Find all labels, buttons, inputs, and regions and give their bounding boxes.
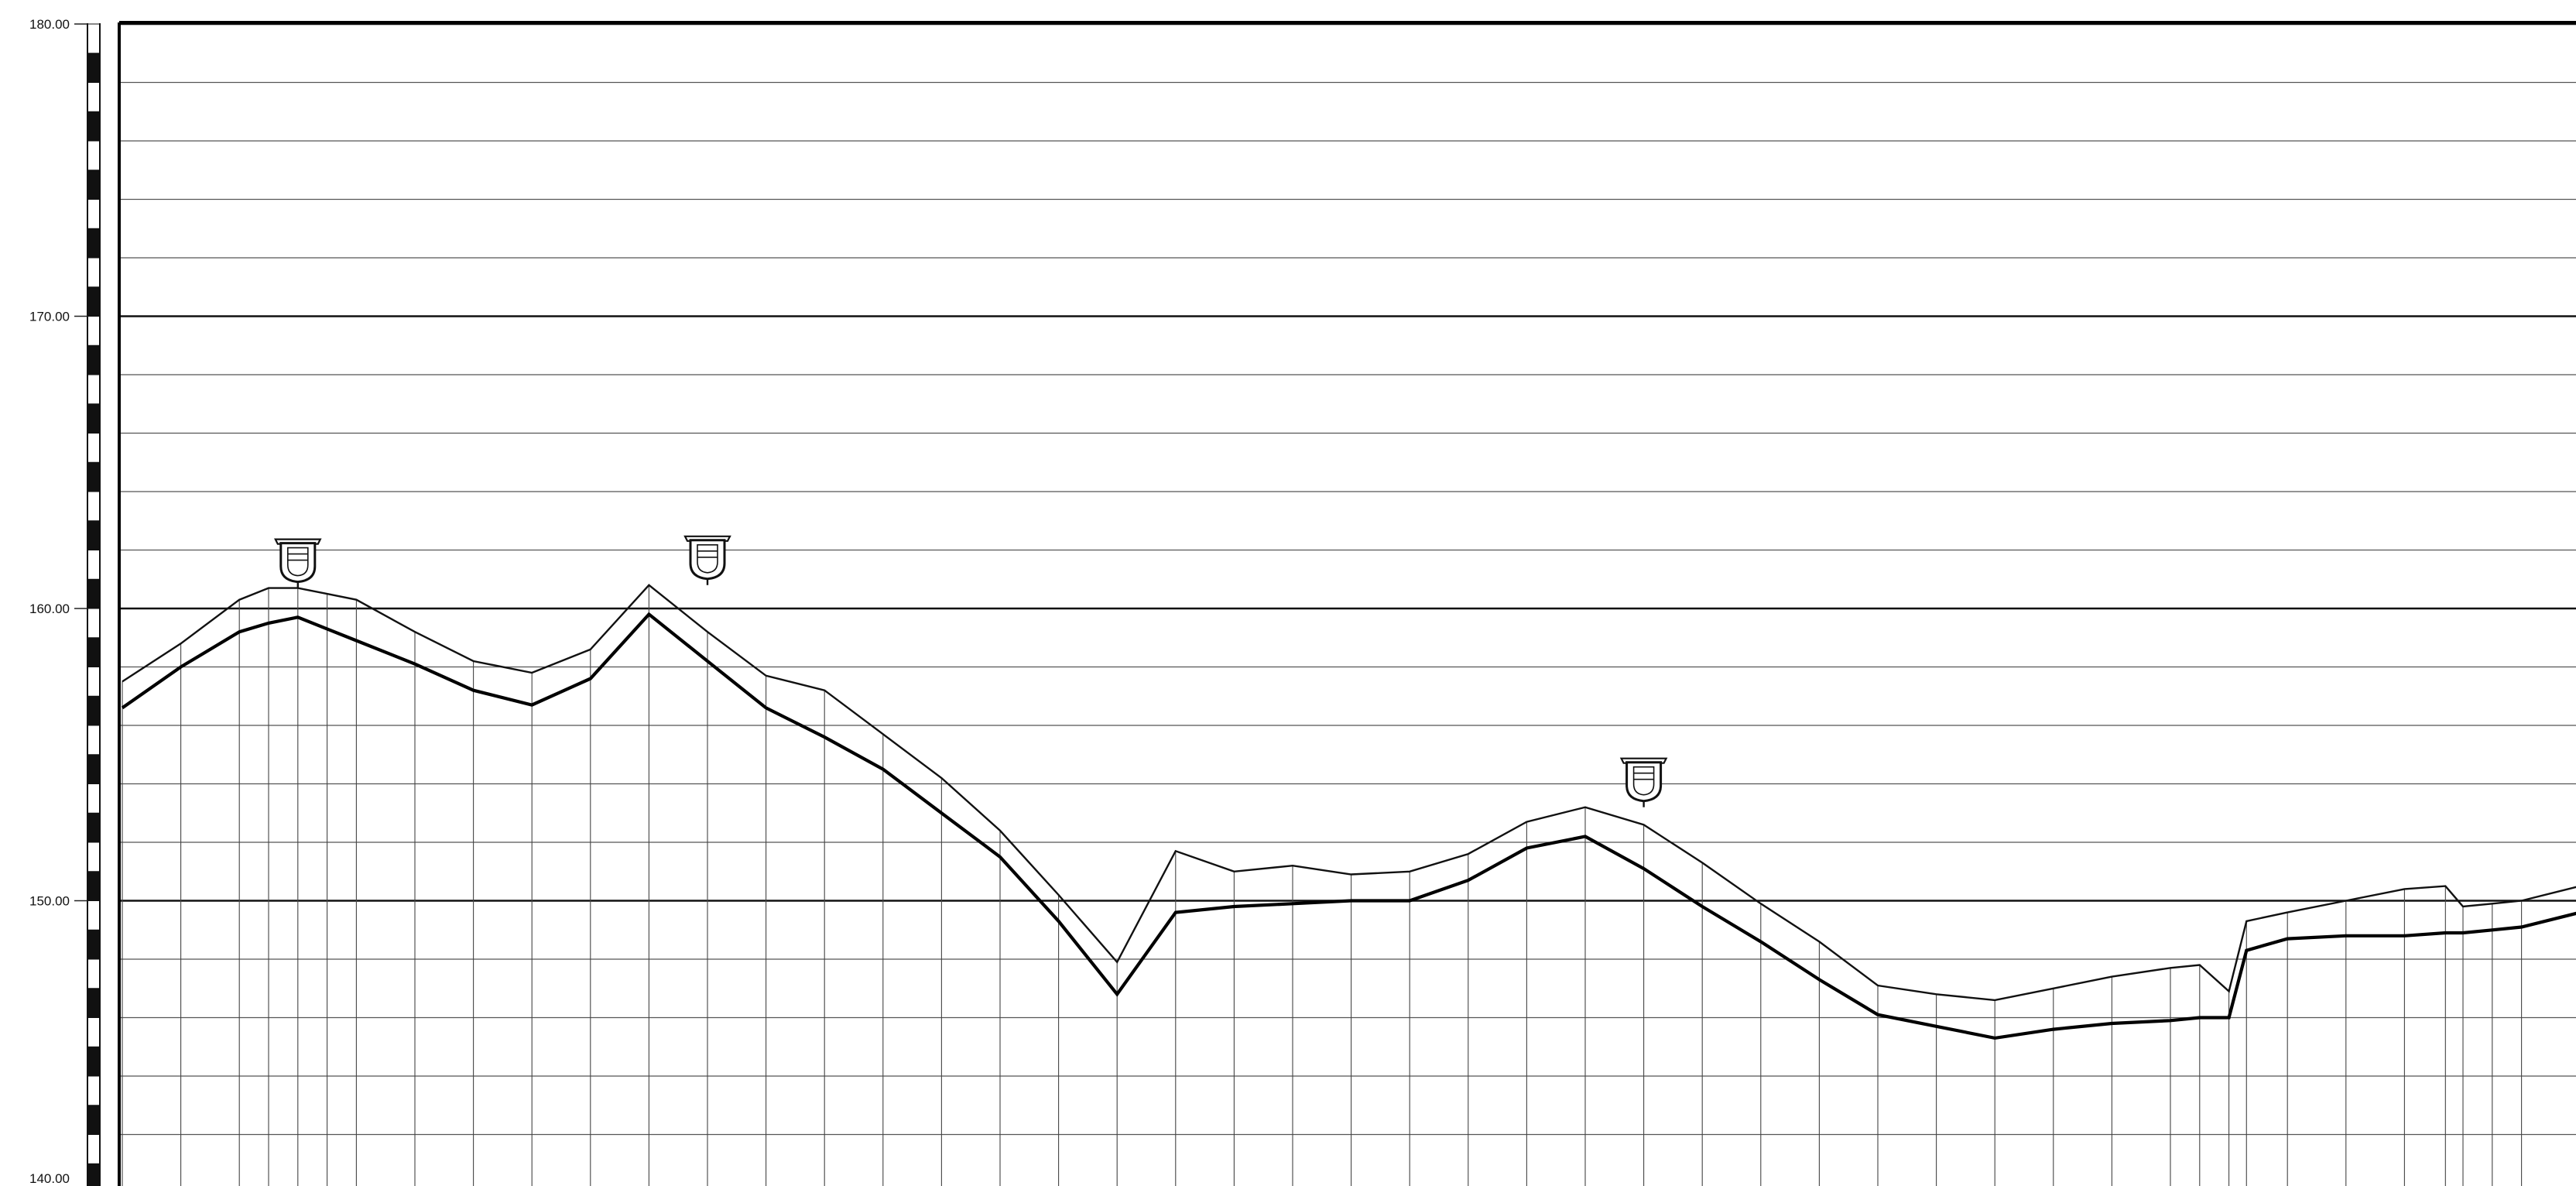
scale-bar-cell: [87, 783, 101, 814]
scale-bar-cell: [87, 316, 101, 346]
y-tick-label: 160.00: [29, 602, 70, 616]
scale-bar-cell: [87, 53, 101, 83]
scale-bar-cell: [87, 140, 101, 171]
axis-frame: [118, 21, 2576, 1186]
scale-bar-cell: [87, 286, 101, 317]
tower-marker-icon: [1619, 757, 1668, 807]
scale-bar-cell: [87, 23, 101, 54]
scale-bar-cell: [87, 461, 101, 492]
scale-bar-cell: [87, 1075, 101, 1106]
scale-bar-cell: [87, 754, 101, 784]
scale-bar-cell: [87, 228, 101, 259]
y-tick-label: 140.00: [29, 1171, 70, 1186]
station-lines: [122, 584, 2523, 1186]
scale-bar-cell: [87, 374, 101, 405]
scale-bar-cell: [87, 1163, 101, 1186]
scale-bar-cell: [87, 842, 101, 872]
scale-bar-cell: [87, 433, 101, 463]
scale-bar-cell: [87, 111, 101, 142]
tower-inner: [1632, 766, 1655, 796]
scale-bar-cell: [87, 520, 101, 550]
y-tick-label: 170.00: [29, 310, 70, 324]
scale-bar-cell: [87, 871, 101, 901]
scale-bar-cell: [87, 199, 101, 229]
scale-bar-cell: [87, 550, 101, 580]
ground-profile-line: [122, 584, 2576, 1002]
scale-bar-cell: [87, 900, 101, 931]
design-profile-line: [121, 612, 2576, 1040]
y-tick-label: 180.00: [29, 17, 70, 32]
scale-bar-cell: [87, 1134, 101, 1164]
tower-marker-icon: [683, 535, 731, 585]
tower-inner: [697, 543, 718, 574]
scale-bar-cell: [87, 695, 101, 726]
scale-bar-cell: [87, 403, 101, 434]
scale-bar-cell: [87, 608, 101, 639]
tower-inner: [286, 547, 309, 577]
scale-bar-cell: [87, 725, 101, 756]
scale-bar-cell: [87, 988, 101, 1018]
y-tick-label: 150.00: [29, 894, 70, 909]
scale-bar-cell: [87, 491, 101, 522]
scale-bar-cell: [87, 1017, 101, 1047]
scale-bar-cell: [87, 958, 101, 989]
scale-bar-cell: [87, 812, 101, 843]
scale-bar-cell: [87, 1105, 101, 1135]
profile-series: [121, 584, 2576, 1040]
scale-bar-cell: [87, 667, 101, 697]
scale-bar-cell: [87, 82, 101, 112]
scale-bar-cell: [87, 170, 101, 200]
scale-bar-cell: [87, 344, 101, 375]
elevation-gridlines: [119, 22, 2576, 1136]
scale-bar-cell: [87, 1046, 101, 1077]
scale-bar-cell: [87, 637, 101, 667]
scale-bar-cell: [87, 257, 101, 288]
y-axis-ticks: [74, 23, 101, 1186]
tower-marker-icon: [274, 538, 322, 588]
tower-markers: [274, 535, 1668, 807]
scale-bar-cell: [87, 929, 101, 960]
scale-bar-cell: [87, 578, 101, 609]
y-axis-labels: 140.00 150.00 160.00 170.00 180.00: [29, 17, 70, 1186]
